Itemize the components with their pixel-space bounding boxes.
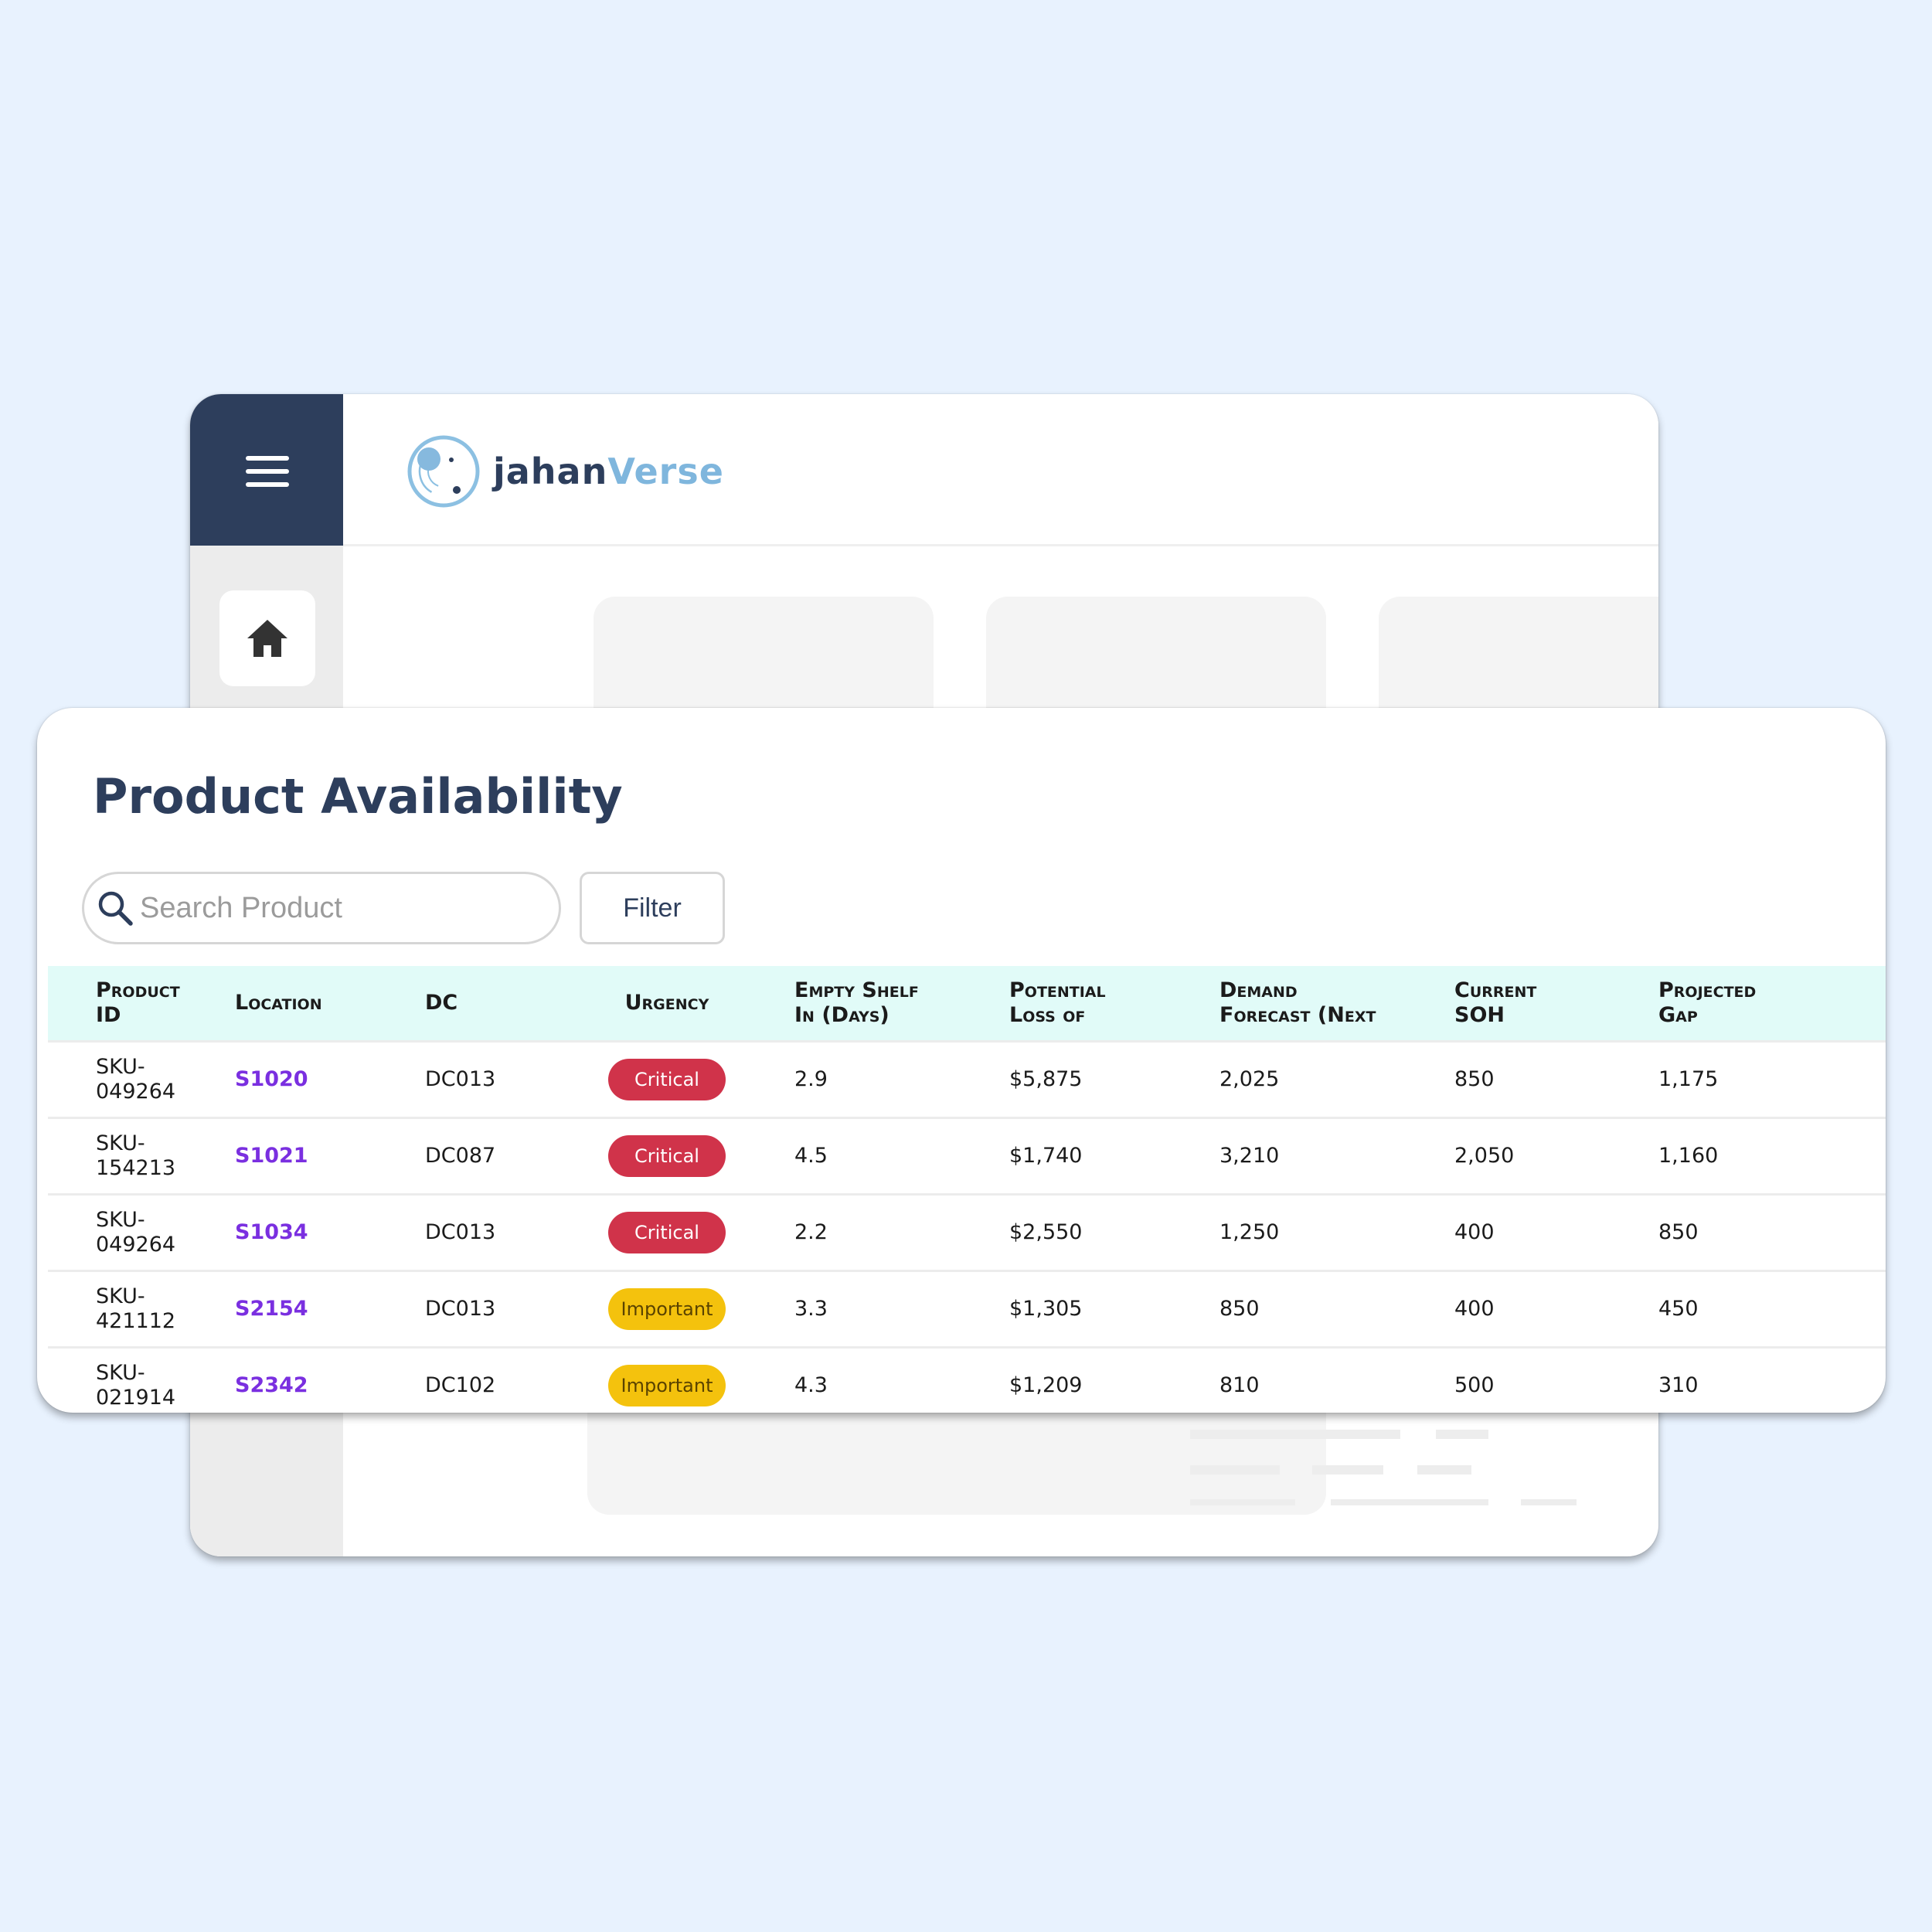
urgency-cell: Critical (539, 1193, 787, 1271)
column-header[interactable]: Potential Loss of (1002, 966, 1212, 1042)
column-header[interactable]: Current SOH (1447, 966, 1651, 1042)
placeholder-line (1417, 1465, 1471, 1475)
current-soh-cell: 2,050 (1447, 1117, 1651, 1195)
placeholder-line (1521, 1499, 1577, 1505)
table-row[interactable]: SKU- 021914 S2342 DC102 Important 4.3 $1,… (48, 1346, 1886, 1413)
placeholder-line (1312, 1465, 1383, 1475)
product-id-cell: SKU- 021914 (48, 1346, 227, 1413)
table-row[interactable]: SKU- 154213 S1021 DC087 Critical 4.5 $1,7… (48, 1117, 1886, 1195)
column-header[interactable]: Demand Forecast (Next (1212, 966, 1447, 1042)
location-link[interactable]: S1034 (227, 1193, 417, 1271)
table-row[interactable]: SKU- 421112 S2154 DC013 Important 3.3 $1,… (48, 1270, 1886, 1348)
placeholder-line (1190, 1499, 1295, 1505)
column-header[interactable]: Empty Shelf In (Days) (787, 966, 1002, 1042)
placeholder-line (1331, 1499, 1488, 1505)
location-link[interactable]: S1020 (227, 1040, 417, 1118)
demand-forecast-cell: 3,210 (1212, 1117, 1447, 1195)
empty-shelf-cell: 2.9 (787, 1040, 1002, 1118)
filter-button[interactable]: Filter (580, 872, 725, 944)
potential-loss-cell: $5,875 (1002, 1040, 1212, 1118)
projected-gap-cell: 1,175 (1651, 1040, 1886, 1118)
urgency-badge: Critical (608, 1059, 726, 1100)
location-link[interactable]: S2154 (227, 1270, 417, 1348)
product-id-cell: SKU- 049264 (48, 1193, 227, 1271)
column-header[interactable]: Location (227, 966, 417, 1042)
current-soh-cell: 850 (1447, 1040, 1651, 1118)
table-header-row: Product ID Location DC Urgency Empty Shel… (48, 966, 1886, 1042)
current-soh-cell: 400 (1447, 1270, 1651, 1348)
urgency-badge: Important (608, 1365, 726, 1406)
demand-forecast-cell: 810 (1212, 1346, 1447, 1413)
urgency-badge: Critical (608, 1135, 726, 1177)
demand-forecast-cell: 2,025 (1212, 1040, 1447, 1118)
column-header[interactable]: Projected Gap (1651, 966, 1886, 1042)
projected-gap-cell: 850 (1651, 1193, 1886, 1271)
home-icon (247, 620, 287, 657)
urgency-cell: Important (539, 1346, 787, 1413)
sidebar-header (190, 394, 343, 546)
current-soh-cell: 500 (1447, 1346, 1651, 1413)
product-id-cell: SKU- 154213 (48, 1117, 227, 1195)
dc-cell: DC013 (417, 1040, 539, 1118)
column-header[interactable]: DC (417, 966, 539, 1042)
dc-cell: DC013 (417, 1193, 539, 1271)
empty-shelf-cell: 4.3 (787, 1346, 1002, 1413)
search-box[interactable] (82, 872, 561, 944)
dc-cell: DC102 (417, 1346, 539, 1413)
placeholder-line (1436, 1430, 1488, 1439)
current-soh-cell: 400 (1447, 1193, 1651, 1271)
hamburger-menu-icon[interactable] (246, 456, 289, 487)
urgency-cell: Critical (539, 1040, 787, 1118)
search-icon (98, 891, 133, 926)
demand-forecast-cell: 1,250 (1212, 1193, 1447, 1271)
empty-shelf-cell: 2.2 (787, 1193, 1002, 1271)
product-table: Product ID Location DC Urgency Empty Shel… (48, 966, 1886, 1413)
dc-cell: DC013 (417, 1270, 539, 1348)
product-id-cell: SKU- 421112 (48, 1270, 227, 1348)
dc-cell: DC087 (417, 1117, 539, 1195)
placeholder-line (1190, 1465, 1280, 1475)
urgency-cell: Important (539, 1270, 787, 1348)
orbit-logo-icon (407, 435, 480, 508)
product-id-cell: SKU- 049264 (48, 1040, 227, 1118)
column-header[interactable]: Product ID (48, 966, 227, 1042)
empty-shelf-cell: 4.5 (787, 1117, 1002, 1195)
urgency-badge: Critical (608, 1212, 726, 1253)
location-link[interactable]: S1021 (227, 1117, 417, 1195)
projected-gap-cell: 310 (1651, 1346, 1886, 1413)
brand-name: jahanVerse (493, 451, 724, 492)
potential-loss-cell: $1,305 (1002, 1270, 1212, 1348)
projected-gap-cell: 1,160 (1651, 1117, 1886, 1195)
urgency-badge: Important (608, 1288, 726, 1330)
table-row[interactable]: SKU- 049264 S1034 DC013 Critical 2.2 $2,5… (48, 1193, 1886, 1271)
search-input[interactable] (138, 890, 559, 926)
placeholder-line (1190, 1430, 1400, 1439)
potential-loss-cell: $1,209 (1002, 1346, 1212, 1413)
top-bar: jahanVerse (343, 394, 1658, 546)
location-link[interactable]: S2342 (227, 1346, 417, 1413)
empty-shelf-cell: 3.3 (787, 1270, 1002, 1348)
sidebar-item-home[interactable] (219, 590, 315, 686)
table-row[interactable]: SKU- 049264 S1020 DC013 Critical 2.9 $5,8… (48, 1040, 1886, 1118)
potential-loss-cell: $2,550 (1002, 1193, 1212, 1271)
brand-logo[interactable]: jahanVerse (406, 434, 724, 509)
column-header[interactable]: Urgency (539, 966, 787, 1042)
demand-forecast-cell: 850 (1212, 1270, 1447, 1348)
projected-gap-cell: 450 (1651, 1270, 1886, 1348)
card-title: Product Availability (93, 768, 623, 825)
potential-loss-cell: $1,740 (1002, 1117, 1212, 1195)
urgency-cell: Critical (539, 1117, 787, 1195)
